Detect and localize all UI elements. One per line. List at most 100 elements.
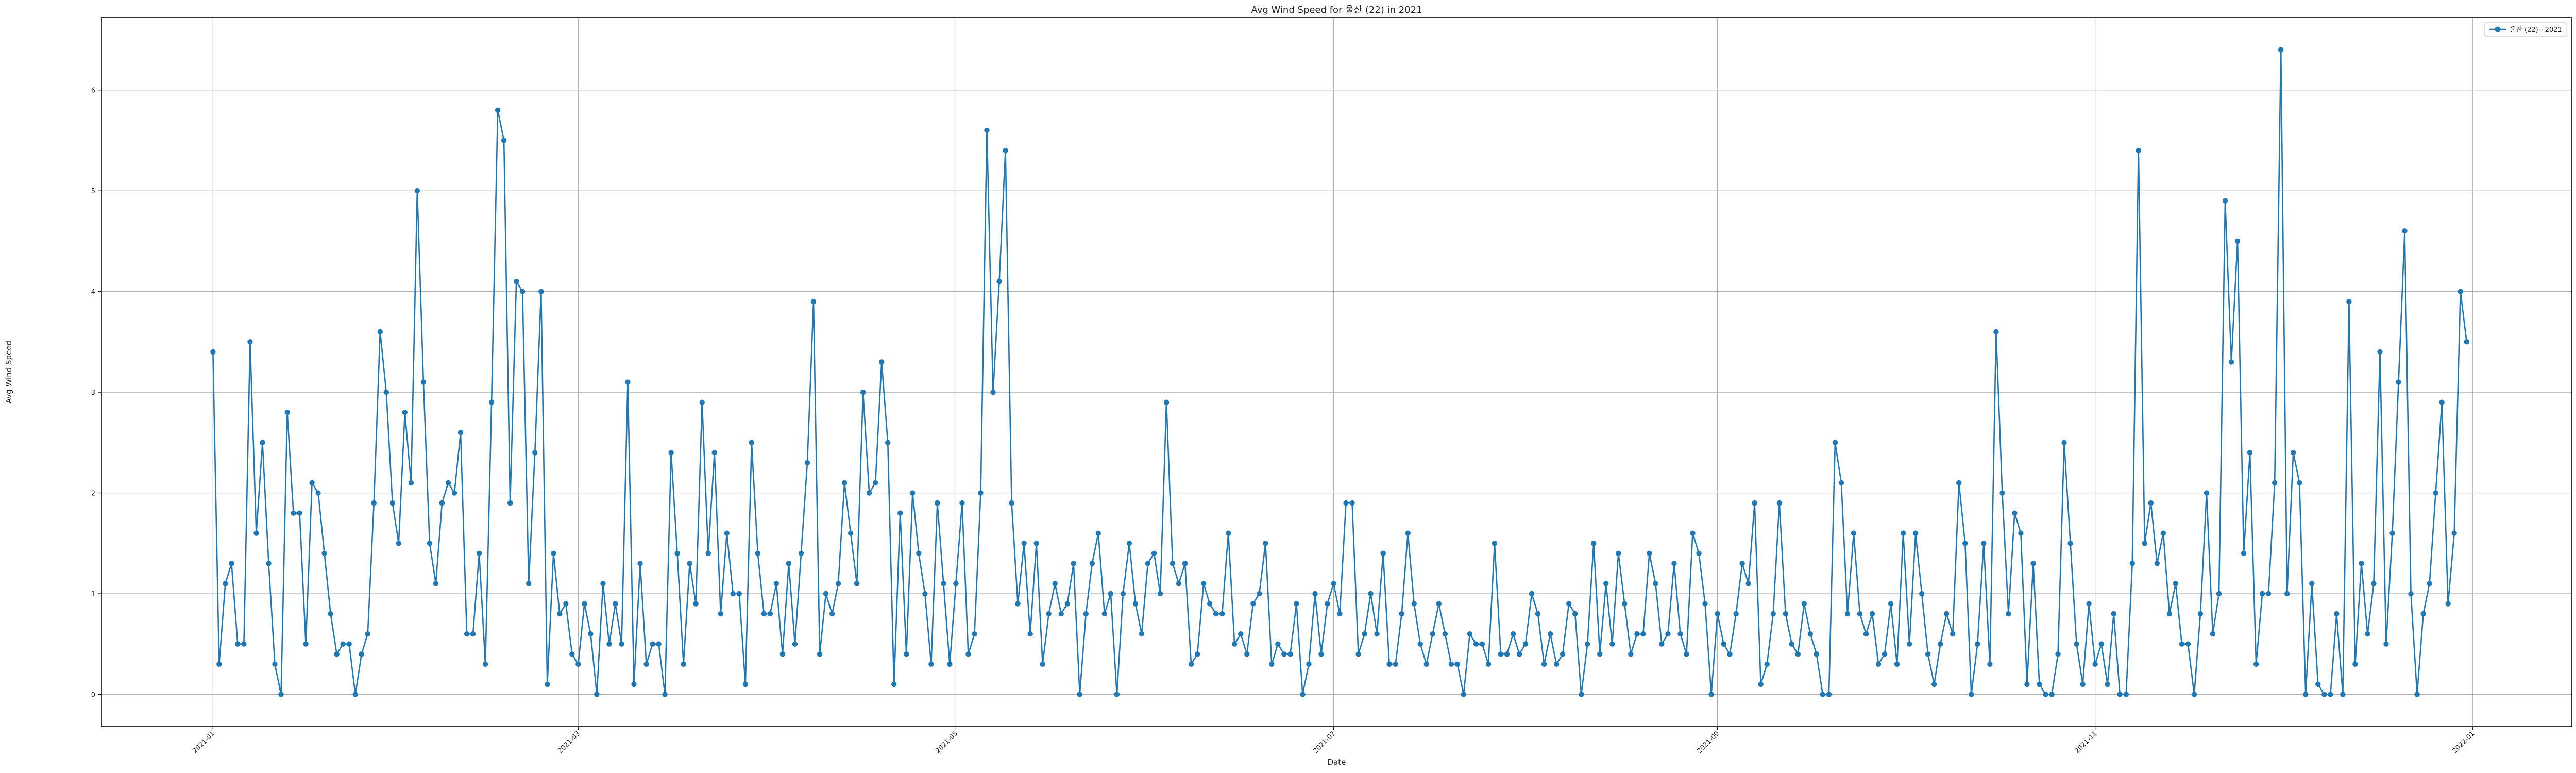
data-point bbox=[2228, 359, 2234, 365]
data-point bbox=[2043, 692, 2048, 697]
data-point bbox=[513, 278, 519, 284]
data-point bbox=[2259, 591, 2265, 597]
data-point bbox=[718, 611, 723, 617]
data-point bbox=[2166, 611, 2173, 617]
data-point bbox=[1355, 651, 1361, 657]
data-point bbox=[1882, 651, 1888, 657]
data-point bbox=[1981, 541, 1987, 546]
data-point bbox=[1814, 651, 1820, 657]
data-point bbox=[1789, 641, 1794, 647]
data-point bbox=[2427, 581, 2432, 586]
data-point bbox=[545, 681, 550, 687]
data-point bbox=[1492, 541, 1498, 546]
data-point bbox=[1745, 581, 1751, 586]
data-point bbox=[563, 601, 569, 607]
data-point bbox=[829, 611, 835, 617]
data-point bbox=[1263, 541, 1268, 546]
data-point bbox=[1163, 399, 1170, 405]
data-point bbox=[2315, 681, 2321, 687]
data-point bbox=[872, 480, 878, 486]
y-tick-label: 1 bbox=[91, 591, 95, 598]
data-point bbox=[1795, 651, 1801, 657]
data-point bbox=[749, 440, 755, 446]
data-point bbox=[1826, 692, 1832, 697]
data-point bbox=[2142, 541, 2147, 546]
data-point bbox=[879, 359, 885, 365]
data-point bbox=[1300, 692, 1306, 697]
data-point bbox=[1677, 631, 1683, 637]
data-point bbox=[613, 601, 618, 607]
data-point bbox=[662, 692, 668, 697]
data-point bbox=[1975, 641, 1980, 647]
chart-title: Avg Wind Speed for 울산 (22) in 2021 bbox=[1251, 5, 1422, 15]
data-point bbox=[2160, 530, 2166, 536]
data-point bbox=[1999, 490, 2005, 496]
data-point bbox=[1807, 631, 1814, 637]
data-point bbox=[1844, 611, 1851, 617]
data-point bbox=[2359, 561, 2364, 566]
data-point bbox=[1269, 661, 1275, 667]
data-point bbox=[724, 530, 730, 536]
data-point bbox=[1157, 591, 1163, 597]
data-point bbox=[1244, 651, 1250, 657]
data-point bbox=[1479, 641, 1485, 647]
data-point bbox=[953, 581, 959, 586]
data-point bbox=[2105, 681, 2110, 687]
data-point bbox=[1101, 611, 1108, 617]
data-point bbox=[935, 500, 940, 506]
data-point bbox=[1046, 611, 1052, 617]
data-point bbox=[619, 641, 624, 647]
data-point bbox=[284, 409, 290, 415]
data-point bbox=[1634, 631, 1640, 637]
gridlines bbox=[101, 18, 2572, 727]
data-point bbox=[216, 661, 222, 667]
data-point bbox=[2154, 561, 2160, 566]
data-point bbox=[1126, 541, 1132, 546]
data-point bbox=[1318, 651, 1324, 657]
y-axis-ticks: 0 1 2 3 4 5 6 bbox=[91, 87, 101, 699]
data-point bbox=[1170, 561, 1176, 566]
data-point bbox=[631, 681, 637, 687]
data-point bbox=[1665, 631, 1671, 637]
data-point bbox=[1851, 530, 1857, 536]
data-point bbox=[1250, 601, 1256, 607]
data-point bbox=[810, 298, 817, 305]
y-tick-label: 0 bbox=[91, 691, 95, 699]
data-point bbox=[451, 490, 457, 496]
data-point bbox=[2303, 692, 2309, 697]
data-point bbox=[2278, 47, 2284, 53]
data-point bbox=[1194, 651, 1200, 657]
data-point bbox=[2265, 591, 2272, 597]
data-point bbox=[582, 601, 587, 607]
data-point bbox=[1931, 681, 1937, 687]
data-point bbox=[1405, 530, 1411, 536]
legend-marker-swatch bbox=[2495, 26, 2501, 32]
data-point bbox=[408, 480, 414, 486]
data-point bbox=[1145, 561, 1151, 566]
data-point bbox=[1294, 601, 1299, 607]
data-point bbox=[482, 661, 488, 667]
data-point bbox=[941, 581, 946, 586]
data-point bbox=[2222, 198, 2228, 204]
data-point bbox=[2346, 298, 2352, 305]
data-point bbox=[2148, 500, 2154, 506]
data-point bbox=[278, 692, 284, 697]
data-point bbox=[488, 399, 495, 405]
data-point bbox=[1659, 641, 1665, 647]
data-point bbox=[922, 591, 928, 597]
data-point bbox=[1448, 661, 1454, 667]
data-point bbox=[1721, 641, 1726, 647]
data-point bbox=[711, 450, 717, 456]
data-point bbox=[526, 581, 532, 586]
data-point bbox=[1188, 661, 1194, 667]
data-point bbox=[2458, 289, 2463, 294]
data-point bbox=[1275, 641, 1281, 647]
data-point bbox=[705, 550, 711, 557]
data-point bbox=[2024, 681, 2030, 687]
data-point bbox=[755, 550, 761, 557]
data-point bbox=[229, 561, 234, 566]
data-point bbox=[1021, 541, 1027, 546]
data-point bbox=[2080, 681, 2086, 687]
data-point bbox=[656, 641, 662, 647]
data-point bbox=[315, 490, 321, 496]
